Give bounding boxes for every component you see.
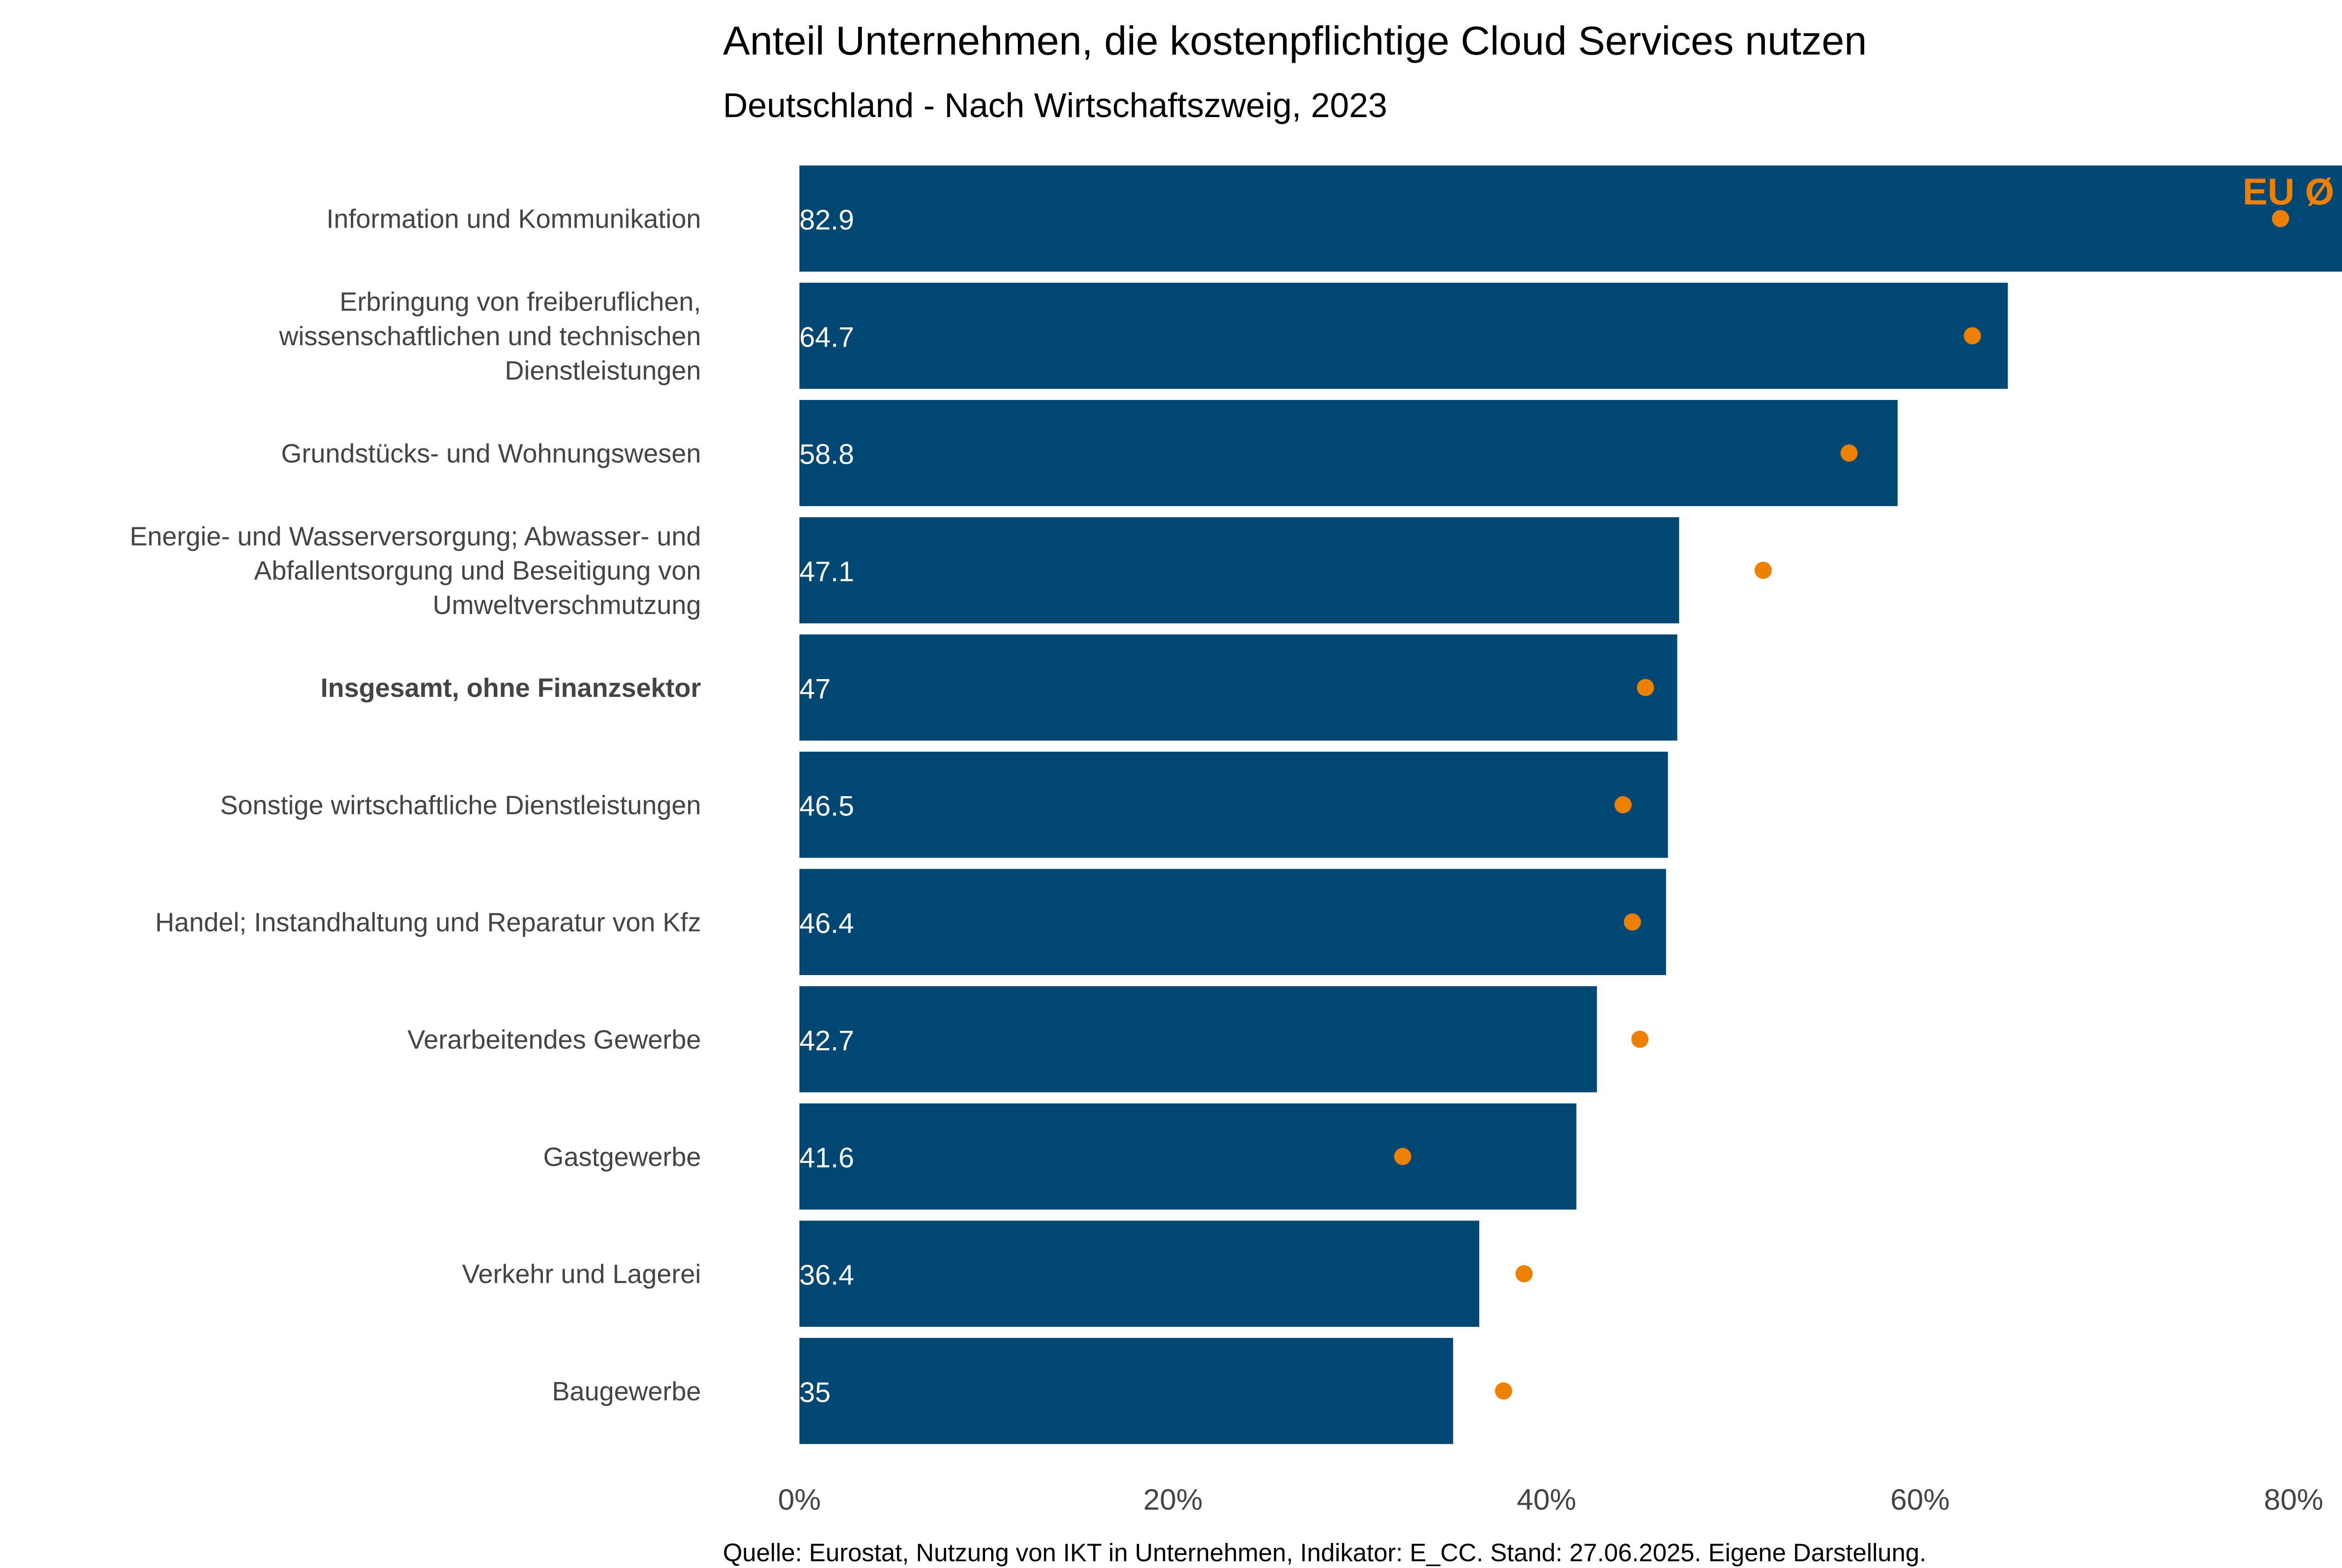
bar-value-label: 64.7 — [800, 321, 854, 353]
eu-legend-label: EU Ø — [2243, 171, 2335, 213]
eu-average-dot — [1754, 562, 1772, 579]
bar-value-label: 46.5 — [800, 791, 854, 822]
eu-average-dot — [1637, 679, 1654, 696]
bar — [799, 1103, 1577, 1210]
category-label: Information und Kommunikation — [326, 205, 701, 234]
eu-average-dot — [1623, 913, 1641, 931]
bar-value-label: 41.6 — [800, 1142, 854, 1174]
category-label: Abfallentsorgung und Beseitigung von — [254, 556, 701, 586]
category-label: Insgesamt, ohne Finanzsektor — [320, 673, 701, 703]
eu-average-dot — [1840, 444, 1858, 462]
x-tick-label: 80% — [2264, 1483, 2323, 1516]
bar-value-label: 42.7 — [800, 1025, 854, 1056]
eu-average-dot — [2272, 210, 2290, 227]
bar — [799, 165, 2342, 272]
eu-average-dot — [1964, 327, 1981, 345]
eu-average-dot — [1614, 796, 1632, 814]
category-label: Verkehr und Lagerei — [462, 1260, 701, 1289]
category-label: Baugewerbe — [552, 1377, 701, 1406]
bar — [799, 634, 1677, 741]
category-label: Erbringung von freiberuflichen, — [340, 288, 701, 317]
bar-value-label: 47 — [800, 673, 831, 704]
bar — [799, 752, 1668, 858]
x-tick-label: 0% — [778, 1483, 821, 1516]
category-label: Gastgewerbe — [543, 1142, 701, 1172]
bar-value-label: 47.1 — [800, 556, 854, 587]
bar — [799, 986, 1597, 1093]
bar-value-label: 58.8 — [800, 439, 854, 470]
x-tick-label: 40% — [1517, 1483, 1576, 1516]
eu-average-dot — [1495, 1382, 1512, 1400]
chart-subtitle: Deutschland - Nach Wirtschaftszweig, 202… — [723, 86, 1387, 125]
category-label: Dienstleistungen — [505, 356, 701, 385]
category-label: wissenschaftlichen und technischen — [279, 322, 701, 351]
bar-value-label: 46.4 — [800, 908, 854, 939]
bar — [799, 869, 1666, 975]
bar — [799, 400, 1898, 506]
category-label: Energie- und Wasserversorgung; Abwasser-… — [130, 522, 701, 551]
eu-average-dot — [1631, 1030, 1649, 1048]
category-label: Sonstige wirtschaftliche Dienstleistunge… — [220, 791, 701, 820]
bar — [799, 282, 2008, 389]
bar-value-label: 82.9 — [800, 204, 854, 236]
category-label: Handel; Instandhaltung und Reparatur von… — [155, 908, 701, 938]
bar-value-label: 36.4 — [800, 1259, 854, 1291]
x-tick-label: 20% — [1143, 1483, 1203, 1516]
category-label: Grundstücks- und Wohnungswesen — [281, 439, 701, 468]
eu-average-dot — [1515, 1265, 1533, 1282]
category-label: Umweltverschmutzung — [433, 591, 701, 620]
bar — [799, 517, 1679, 623]
bar — [799, 1338, 1453, 1444]
bar — [799, 1220, 1480, 1327]
chart-title: Anteil Unternehmen, die kostenpflichtige… — [723, 19, 1867, 64]
x-tick-label: 60% — [1890, 1483, 1950, 1516]
chart-caption: Quelle: Eurostat, Nutzung von IKT in Unt… — [723, 1539, 1926, 1567]
bar-value-label: 35 — [800, 1376, 831, 1408]
category-label: Verarbeitendes Gewerbe — [408, 1025, 701, 1055]
eu-average-dot — [1394, 1148, 1411, 1165]
